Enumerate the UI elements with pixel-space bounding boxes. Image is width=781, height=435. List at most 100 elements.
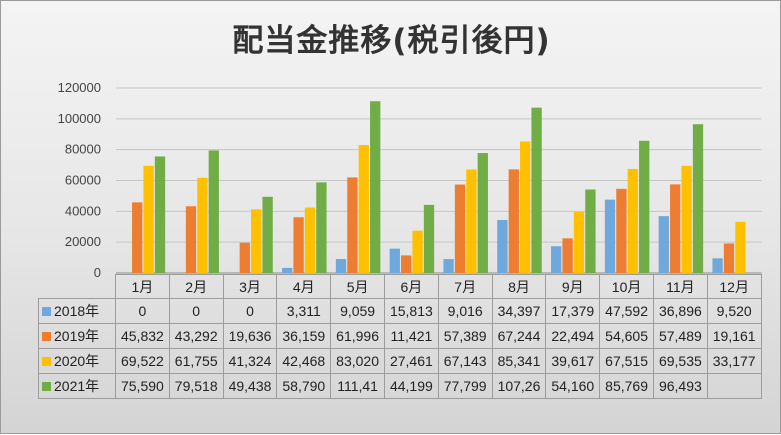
data-label: 39,617 — [545, 348, 601, 374]
x-category-label: 1月 — [115, 274, 170, 299]
legend-swatch — [42, 382, 51, 391]
data-label: 3,311 — [276, 298, 332, 324]
data-label — [706, 373, 762, 399]
data-label: 19,161 — [706, 323, 762, 349]
data-label: 42,468 — [276, 348, 332, 374]
x-category-label: 4月 — [276, 274, 332, 299]
data-label: 47,592 — [599, 298, 654, 324]
series-legend-cell: 2021年 — [38, 373, 116, 399]
y-tick-label: 0 — [94, 265, 101, 280]
chart-title: 配当金推移(税引後円) — [232, 23, 551, 59]
series-name: 2019年 — [54, 328, 100, 344]
bar-2019年-2月 — [185, 206, 197, 273]
x-category-label: 3月 — [222, 274, 278, 299]
data-label: 54,160 — [545, 373, 601, 399]
bar-2021年-10月 — [639, 140, 650, 273]
x-category-label: 2月 — [168, 274, 224, 299]
data-label: 9,059 — [330, 298, 385, 324]
data-label: 22,494 — [545, 323, 601, 349]
bar-2020年-3月 — [251, 209, 262, 273]
data-label: 15,813 — [383, 298, 439, 324]
table-row: 2021年 75,590 79,518 49,438 58,790 111,41 44,19… — [38, 373, 762, 399]
bar-2021年-3月 — [262, 196, 273, 273]
bar-2020年-5月 — [358, 145, 369, 273]
data-label: 69,522 — [115, 348, 170, 374]
data-label: 0 — [168, 298, 224, 324]
bar-2020年-11月 — [681, 165, 692, 273]
x-category-label: 5月 — [330, 274, 385, 299]
data-label: 83,020 — [330, 348, 385, 374]
bar-2019年-4月 — [293, 217, 304, 273]
y-tick-label: 60000 — [65, 173, 101, 188]
data-label: 107,26 — [491, 373, 547, 399]
bar-2020年-6月 — [412, 230, 423, 273]
bar-2020年-1月 — [143, 165, 154, 273]
data-label: 57,489 — [652, 323, 708, 349]
series-name: 2021年 — [54, 378, 100, 394]
data-label: 58,790 — [276, 373, 332, 399]
data-label: 61,996 — [330, 323, 385, 349]
bar-2019年-6月 — [401, 255, 412, 273]
data-label: 75,590 — [115, 373, 170, 399]
y-tick-label: 20000 — [65, 234, 101, 249]
series-legend-cell: 2018年 — [38, 298, 116, 324]
bar-2019年-7月 — [454, 184, 466, 273]
bar-2021年-8月 — [531, 107, 542, 273]
bar-2020年-2月 — [197, 177, 208, 273]
bar-2020年-8月 — [520, 141, 531, 273]
x-category-label: 11月 — [652, 274, 708, 299]
bar-2018年-11月 — [658, 216, 669, 273]
bar-2019年-9月 — [562, 238, 573, 273]
data-label: 9,520 — [706, 298, 762, 324]
bar-2020年-4月 — [304, 207, 316, 273]
x-category-label: 7月 — [437, 274, 493, 299]
series-name: 2018年 — [54, 303, 100, 319]
data-label: 44,199 — [383, 373, 439, 399]
data-label: 0 — [115, 298, 170, 324]
series-legend-cell: 2019年 — [38, 323, 116, 349]
data-label: 34,397 — [491, 298, 547, 324]
data-label: 17,379 — [545, 298, 601, 324]
y-tick-label: 80000 — [65, 142, 101, 157]
data-label: 27,461 — [383, 348, 439, 374]
data-label: 77,799 — [437, 373, 493, 399]
bar-2019年-12月 — [723, 243, 735, 273]
data-label: 69,535 — [652, 348, 708, 374]
series-name: 2020年 — [54, 353, 100, 369]
table-row: 2019年 45,832 43,292 19,636 36,159 61,996 11,42… — [38, 323, 762, 349]
legend-swatch — [42, 307, 51, 316]
legend-swatch — [42, 357, 51, 366]
bar-2018年-10月 — [604, 199, 616, 273]
bar-2019年-3月 — [239, 242, 250, 273]
bar-2021年-7月 — [477, 153, 488, 273]
y-tick-label: 100000 — [58, 111, 101, 126]
data-label: 49,438 — [222, 373, 278, 399]
data-label: 0 — [222, 298, 278, 324]
bar-2020年-7月 — [466, 169, 477, 273]
data-label: 36,159 — [276, 323, 332, 349]
y-tick-label: 40000 — [65, 203, 101, 218]
data-label: 19,636 — [222, 323, 278, 349]
data-label: 85,769 — [599, 373, 654, 399]
bar-2021年-5月 — [370, 101, 381, 273]
bar-2021年-1月 — [154, 156, 166, 273]
x-category-label: 10月 — [599, 274, 654, 299]
x-category-label: 8月 — [491, 274, 547, 299]
x-category-label: 9月 — [545, 274, 601, 299]
table-row: 2020年 69,522 61,755 41,324 42,468 83,020 27,46… — [38, 348, 762, 374]
bar-2020年-9月 — [573, 211, 585, 273]
data-label: 45,832 — [115, 323, 170, 349]
bar-2021年-2月 — [208, 150, 219, 273]
data-label: 43,292 — [168, 323, 224, 349]
table-row: 2018年 0 0 0 3,311 9,059 15,813 9,016 34,397 17,37… — [38, 298, 762, 324]
data-label: 67,143 — [437, 348, 493, 374]
bar-2021年-6月 — [423, 204, 435, 273]
bar-2018年-9月 — [551, 246, 562, 273]
data-label: 33,177 — [706, 348, 762, 374]
bar-2019年-11月 — [670, 184, 681, 273]
data-label: 41,324 — [222, 348, 278, 374]
data-label: 67,244 — [491, 323, 547, 349]
x-category-label: 12月 — [706, 274, 762, 299]
bar-2019年-5月 — [347, 177, 358, 273]
